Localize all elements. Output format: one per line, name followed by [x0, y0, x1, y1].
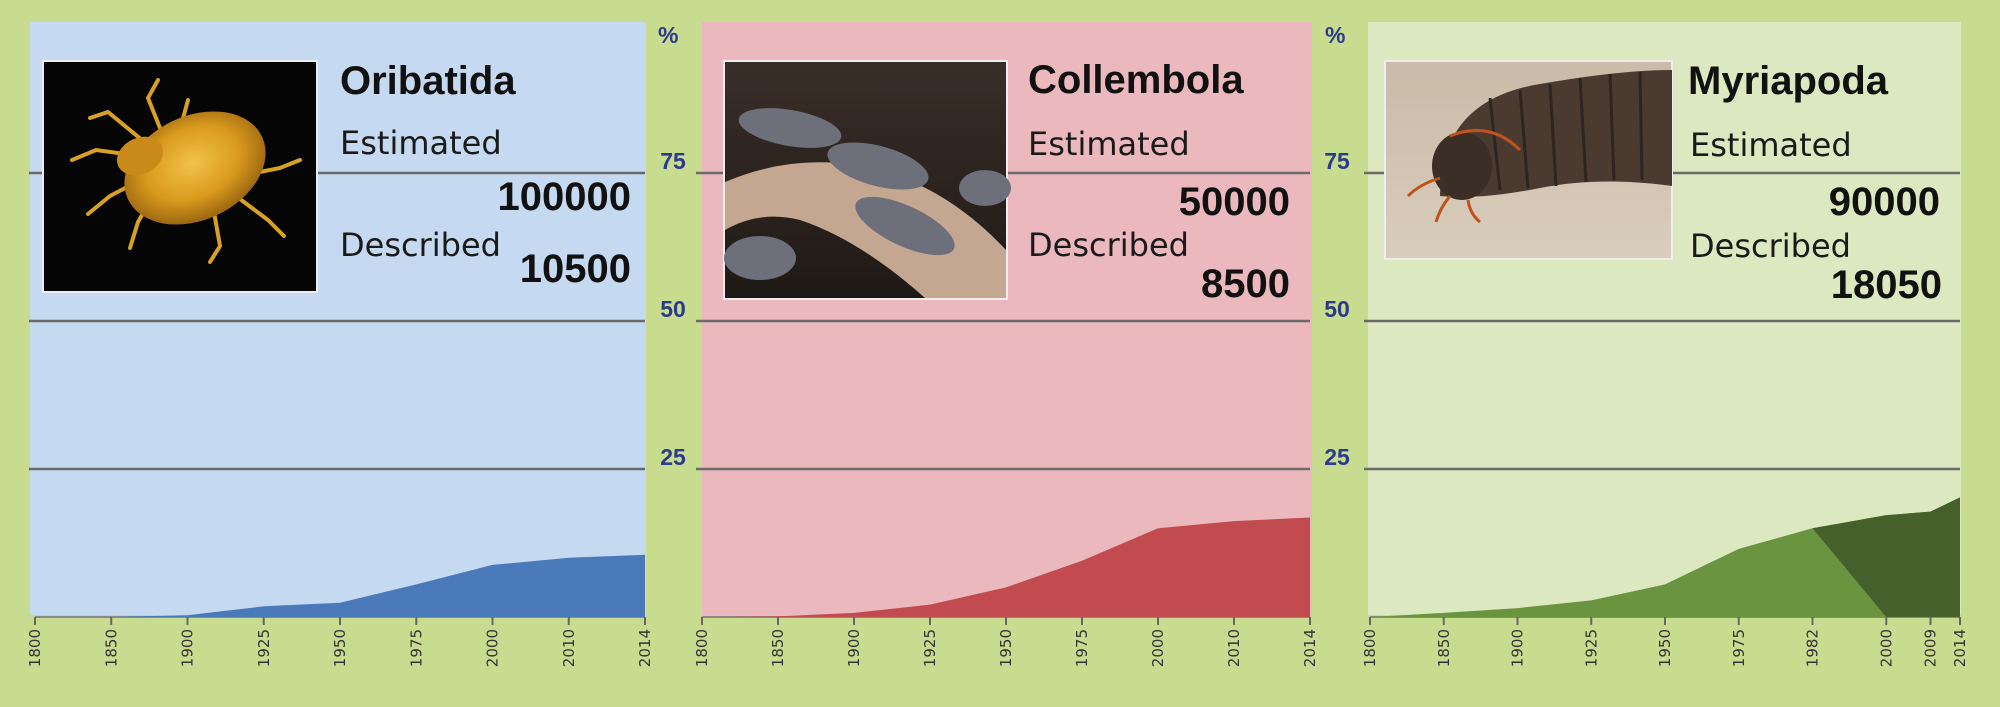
- y-tick-label: 75: [1324, 148, 1350, 174]
- y-tick-label: 75: [660, 148, 686, 174]
- y-tick-label: 50: [1324, 296, 1350, 322]
- described-value: 10500: [520, 247, 631, 291]
- area-fill: [1370, 497, 1960, 617]
- x-tick-label: 1975: [407, 629, 425, 667]
- x-tick-label: 1850: [102, 629, 120, 667]
- x-tick-label: 1950: [1656, 629, 1674, 667]
- x-tick-label: 2009: [1922, 629, 1940, 667]
- described-value: 18050: [1831, 263, 1942, 307]
- x-tick-label: 2000: [1877, 629, 1895, 667]
- x-tick-label: 2010: [1225, 629, 1243, 667]
- x-tick-label: 1925: [921, 629, 939, 667]
- x-axis-ticks: 1800 1850 1900 1925 1950 1975 2000 2010 2014: [26, 617, 654, 667]
- area-fill-overlay: [1812, 497, 1960, 617]
- x-tick-label: 1982: [1804, 629, 1822, 667]
- x-tick-label: 1950: [997, 629, 1015, 667]
- estimated-value: 50000: [1179, 180, 1290, 224]
- x-tick-label: 1800: [26, 629, 44, 667]
- described-label: Described: [1028, 226, 1189, 264]
- x-tick-label: 2014: [1951, 629, 1969, 667]
- area-series: [702, 517, 1310, 617]
- chart-title: Myriapoda: [1688, 59, 1889, 103]
- x-axis-ticks: 1800 1850 1900 1925 1950 1975 2000 2010 2014: [693, 617, 1319, 667]
- estimated-value: 100000: [498, 175, 631, 219]
- estimated-label: Estimated: [340, 124, 502, 162]
- y-tick-label: 50: [660, 296, 686, 322]
- millipede-photo: [1384, 60, 1673, 260]
- area-series: [1370, 497, 1960, 617]
- springtail-photo: [723, 60, 1011, 300]
- y-axis-ticks: 25 50 75: [660, 148, 686, 470]
- mite-photo: [42, 60, 318, 293]
- panel-myriapoda: 1800 1850 1900 1925 1950 1975 1982 2000 2009 2014…: [1324, 22, 1969, 667]
- y-axis-unit: %: [1325, 22, 1345, 48]
- described-label: Described: [1690, 227, 1851, 265]
- area-series: [35, 554, 645, 617]
- x-tick-label: 1900: [845, 629, 863, 667]
- panel-oribatida: 1800 1850 1900 1925 1950 1975 2000 2010 2014 Ori…: [26, 22, 654, 667]
- y-axis-unit: %: [658, 22, 678, 48]
- y-tick-label: 25: [1324, 444, 1350, 470]
- x-tick-label: 2000: [484, 629, 502, 667]
- x-tick-label: 1950: [331, 629, 349, 667]
- panel-collembola: 1800 1850 1900 1925 1950 1975 2000 2010 2014 25 5…: [660, 22, 1319, 667]
- area-fill: [35, 554, 645, 617]
- x-tick-label: 2014: [1301, 629, 1319, 667]
- described-label: Described: [340, 226, 501, 264]
- x-tick-label: 1850: [769, 629, 787, 667]
- y-tick-label: 25: [660, 444, 686, 470]
- x-tick-label: 2010: [560, 629, 578, 667]
- estimated-label: Estimated: [1028, 125, 1190, 163]
- described-value: 8500: [1201, 262, 1290, 306]
- chart-title: Oribatida: [340, 59, 516, 103]
- x-tick-label: 1925: [1582, 629, 1600, 667]
- x-tick-label: 1800: [1361, 629, 1379, 667]
- chart-title: Collembola: [1028, 58, 1244, 102]
- x-tick-label: 1975: [1073, 629, 1091, 667]
- area-fill: [702, 517, 1310, 617]
- x-tick-label: 1850: [1435, 629, 1453, 667]
- x-tick-label: 1975: [1730, 629, 1748, 667]
- x-tick-label: 1800: [693, 629, 711, 667]
- y-axis-ticks: 25 50 75: [1324, 148, 1350, 470]
- x-tick-label: 2000: [1149, 629, 1167, 667]
- x-axis-ticks: 1800 1850 1900 1925 1950 1975 1982 2000 2009 2014: [1361, 617, 1969, 667]
- x-tick-label: 1900: [1509, 629, 1527, 667]
- x-tick-label: 1925: [255, 629, 273, 667]
- estimated-label: Estimated: [1690, 126, 1852, 164]
- x-tick-label: 2014: [636, 629, 654, 667]
- x-tick-label: 1900: [179, 629, 197, 667]
- estimated-value: 90000: [1829, 180, 1940, 224]
